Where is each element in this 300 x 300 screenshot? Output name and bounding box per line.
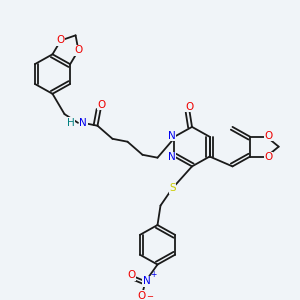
- Text: N: N: [168, 131, 176, 141]
- Text: −: −: [146, 292, 153, 300]
- Text: S: S: [169, 183, 176, 193]
- Text: O: O: [138, 291, 146, 300]
- Text: +: +: [150, 270, 157, 279]
- Text: N: N: [142, 276, 150, 286]
- Text: N: N: [80, 118, 87, 128]
- Text: O: O: [185, 102, 194, 112]
- Text: O: O: [97, 100, 106, 110]
- Text: H: H: [67, 118, 74, 128]
- Text: O: O: [57, 35, 65, 46]
- Text: O: O: [264, 131, 272, 141]
- Text: O: O: [74, 45, 83, 55]
- Text: O: O: [127, 270, 136, 280]
- Text: N: N: [168, 152, 176, 162]
- Text: O: O: [264, 152, 272, 162]
